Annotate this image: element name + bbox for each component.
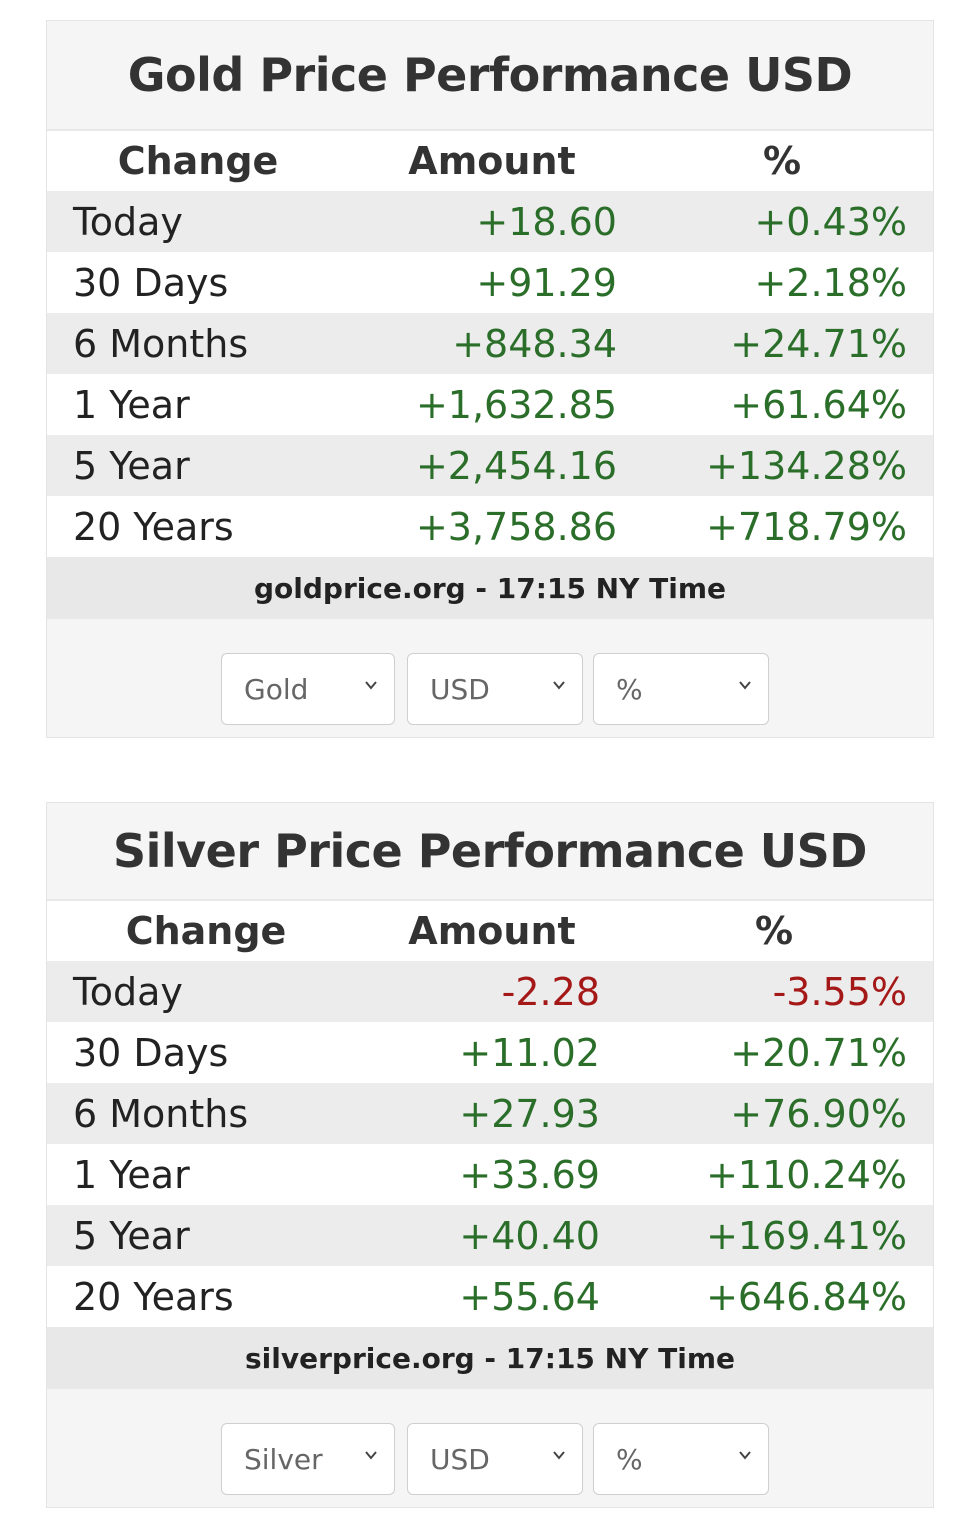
row-amount: +848.34	[452, 321, 617, 366]
table-row: 5 Year +2,454.16 +134.28%	[47, 435, 933, 496]
metal-select[interactable]: Silver	[221, 1423, 395, 1495]
row-label: 1 Year	[73, 382, 190, 427]
row-amount: +40.40	[459, 1213, 600, 1258]
source-note: goldprice.org - 17:15 NY Time	[47, 557, 933, 619]
chevron-down-icon	[365, 681, 377, 690]
chevron-down-icon	[553, 1451, 565, 1460]
metal-select-value: Gold	[244, 672, 309, 706]
table-row: 20 Years +55.64 +646.84%	[47, 1266, 933, 1327]
row-label: 30 Days	[73, 260, 229, 305]
row-percent: +20.71%	[730, 1030, 907, 1075]
row-amount: +3,758.86	[415, 504, 617, 549]
row-percent: +169.41%	[706, 1213, 907, 1258]
row-amount: +11.02	[459, 1030, 600, 1075]
row-label: 30 Days	[73, 1030, 229, 1075]
row-label: 20 Years	[73, 504, 234, 549]
table-row: 5 Year +40.40 +169.41%	[47, 1205, 933, 1266]
metal-select-value: Silver	[244, 1442, 323, 1476]
silver-performance-widget: Silver Price Performance USD Change Amou…	[46, 802, 934, 1508]
table-row: 20 Years +3,758.86 +718.79%	[47, 496, 933, 557]
row-amount: -2.28	[501, 969, 600, 1014]
row-label: Today	[73, 199, 183, 244]
metal-select[interactable]: Gold	[221, 653, 395, 725]
table-row: 30 Days +91.29 +2.18%	[47, 252, 933, 313]
header-amount: Amount	[408, 139, 576, 183]
row-label: 1 Year	[73, 1152, 190, 1197]
row-label: 6 Months	[73, 1091, 249, 1136]
chevron-down-icon	[739, 1451, 751, 1460]
currency-select[interactable]: USD	[407, 653, 583, 725]
row-label: 5 Year	[73, 443, 190, 488]
row-percent: +134.28%	[706, 443, 907, 488]
row-label: 20 Years	[73, 1274, 234, 1319]
row-percent: +646.84%	[706, 1274, 907, 1319]
row-percent: -3.55%	[772, 969, 907, 1014]
row-percent: +110.24%	[706, 1152, 907, 1197]
row-percent: +76.90%	[730, 1091, 907, 1136]
unit-select-value: %	[616, 1442, 643, 1476]
widget-title: Gold Price Performance USD	[47, 21, 933, 131]
row-label: Today	[73, 969, 183, 1014]
header-percent: %	[762, 139, 802, 183]
row-percent: +718.79%	[706, 504, 907, 549]
header-amount: Amount	[408, 909, 576, 953]
table-body: Today +18.60 +0.43% 30 Days +91.29 +2.18% 6 Mo…	[47, 191, 933, 557]
table-row: 6 Months +848.34 +24.71%	[47, 313, 933, 374]
chevron-down-icon	[365, 1451, 377, 1460]
header-percent: %	[754, 909, 794, 953]
row-amount: +18.60	[476, 199, 617, 244]
header-change: Change	[117, 139, 279, 183]
table-row: 6 Months +27.93 +76.90%	[47, 1083, 933, 1144]
row-percent: +24.71%	[730, 321, 907, 366]
widget-title: Silver Price Performance USD	[47, 803, 933, 901]
table-row: 30 Days +11.02 +20.71%	[47, 1022, 933, 1083]
unit-select[interactable]: %	[593, 1423, 769, 1495]
row-amount: +1,632.85	[415, 382, 617, 427]
chevron-down-icon	[739, 681, 751, 690]
currency-select-value: USD	[430, 672, 490, 706]
currency-select-value: USD	[430, 1442, 490, 1476]
table-row: 1 Year +33.69 +110.24%	[47, 1144, 933, 1205]
row-amount: +91.29	[476, 260, 617, 305]
currency-select[interactable]: USD	[407, 1423, 583, 1495]
controls-bar: Gold USD %	[47, 619, 933, 749]
row-percent: +0.43%	[754, 199, 907, 244]
gold-performance-widget: Gold Price Performance USD Change Amount…	[46, 20, 934, 738]
row-amount: +33.69	[459, 1152, 600, 1197]
table-row: Today +18.60 +0.43%	[47, 191, 933, 252]
unit-select[interactable]: %	[593, 653, 769, 725]
table-row: 1 Year +1,632.85 +61.64%	[47, 374, 933, 435]
table-row: Today -2.28 -3.55%	[47, 961, 933, 1022]
row-amount: +27.93	[459, 1091, 600, 1136]
row-label: 6 Months	[73, 321, 249, 366]
row-percent: +2.18%	[754, 260, 907, 305]
header-change: Change	[125, 909, 287, 953]
controls-bar: Silver USD %	[47, 1389, 933, 1519]
table-body: Today -2.28 -3.55% 30 Days +11.02 +20.71% 6 Mo…	[47, 961, 933, 1327]
unit-select-value: %	[616, 672, 643, 706]
row-amount: +55.64	[459, 1274, 600, 1319]
table-header: Change Amount %	[47, 131, 933, 191]
row-amount: +2,454.16	[415, 443, 617, 488]
table-header: Change Amount %	[47, 901, 933, 961]
row-percent: +61.64%	[730, 382, 907, 427]
source-note: silverprice.org - 17:15 NY Time	[47, 1327, 933, 1389]
row-label: 5 Year	[73, 1213, 190, 1258]
chevron-down-icon	[553, 681, 565, 690]
